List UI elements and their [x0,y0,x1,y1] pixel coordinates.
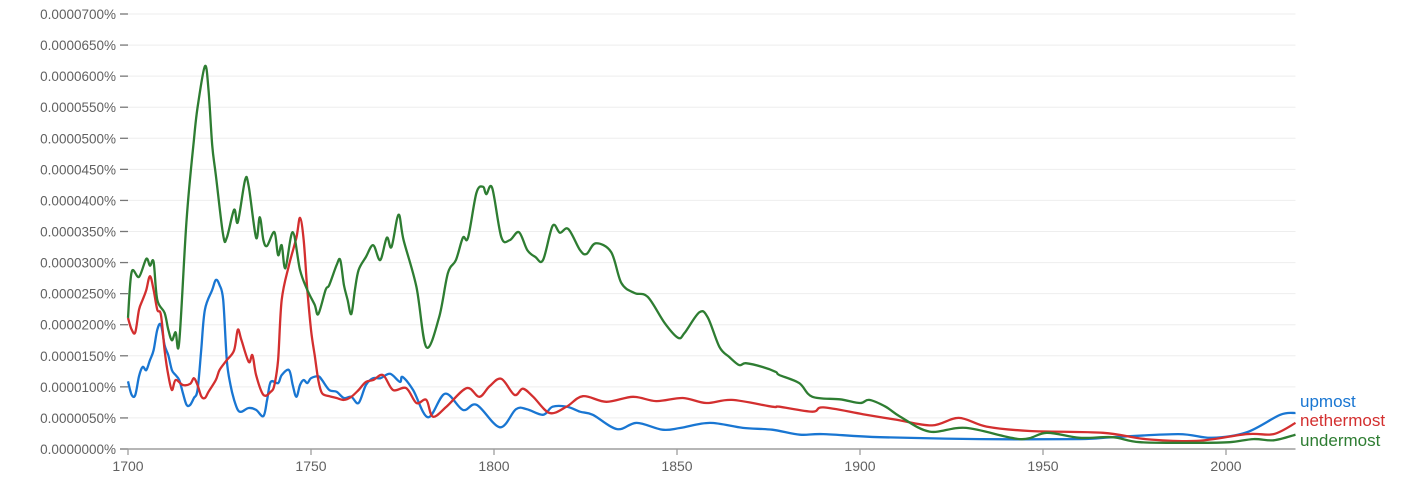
y-tick-label: 0.0000050% [40,411,116,426]
y-tick-label: 0.0000450% [40,162,116,177]
y-tick-label: 0.0000000% [40,442,116,457]
y-tick-label: 0.0000200% [40,318,116,333]
y-tick-label: 0.0000500% [40,131,116,146]
series-line-undermost[interactable] [126,64,1296,444]
y-tick-label: 0.0000250% [40,287,116,302]
x-axis: 1700 1750 1800 1850 1900 1950 2000 [112,448,1296,474]
x-tick-label: 1950 [1027,458,1058,474]
x-tick-label: 1850 [661,458,692,474]
series-line-upmost[interactable] [126,278,1296,441]
x-tick-label: 1800 [478,458,509,474]
x-tick-label: 2000 [1210,458,1241,474]
y-tick-label: 0.0000700% [40,7,116,22]
gridlines [128,13,1296,419]
y-axis: 0.0000000% 0.0000050% 0.0000100% 0.0000150%… [40,7,128,457]
y-tick-label: 0.0000600% [40,69,116,84]
y-tick-label: 0.0000650% [40,38,116,53]
y-tick-label: 0.0000400% [40,193,116,208]
y-tick-label: 0.0000150% [40,349,116,364]
legend-nethermost[interactable]: nethermost [1300,411,1385,430]
legend-upmost[interactable]: upmost [1300,392,1356,411]
y-tick-label: 0.0000550% [40,100,116,115]
legend-undermost[interactable]: undermost [1300,431,1381,450]
x-tick-label: 1750 [295,458,326,474]
x-tick-label: 1700 [112,458,143,474]
y-tick-label: 0.0000300% [40,256,116,271]
x-tick-label: 1900 [844,458,875,474]
legend: upmost nethermost undermost [1300,392,1385,450]
series-lines [126,64,1297,444]
series-line-nethermost[interactable] [126,216,1297,443]
y-tick-label: 0.0000350% [40,225,116,240]
y-tick-label: 0.0000100% [40,380,116,395]
